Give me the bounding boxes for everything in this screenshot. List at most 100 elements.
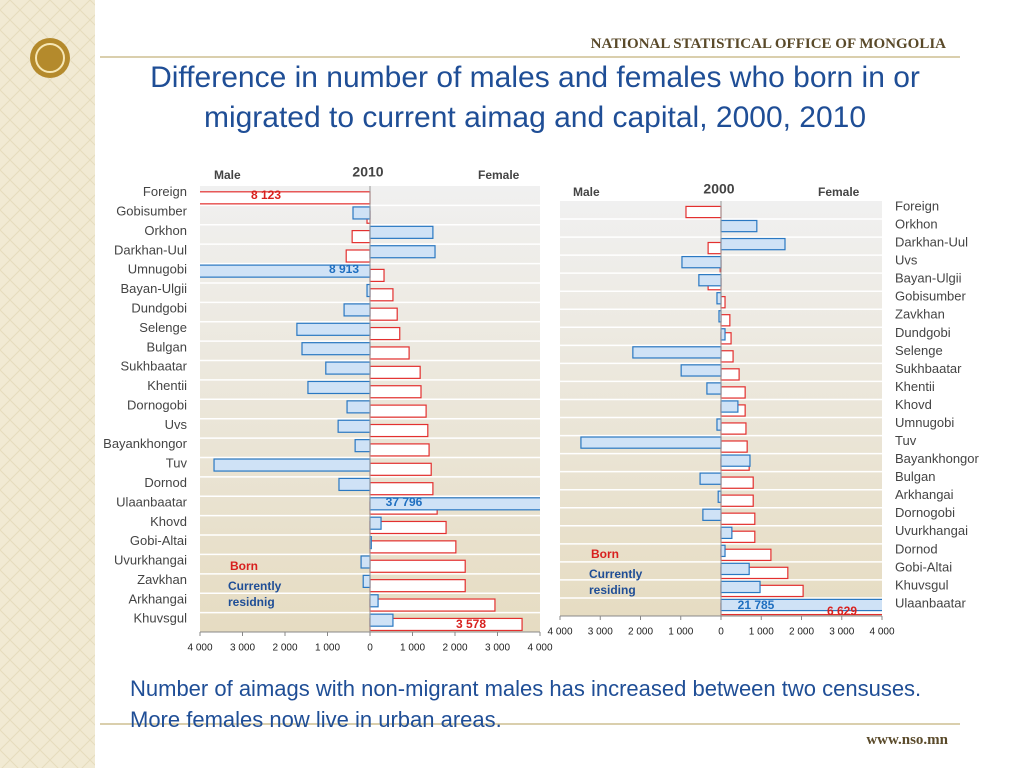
born-bar — [720, 314, 731, 327]
x-tick-label: 1 000 — [749, 627, 774, 638]
residing-bar — [338, 477, 371, 492]
born-bar — [720, 386, 746, 399]
legend-entry: Born — [230, 559, 258, 573]
born-bar — [369, 423, 429, 438]
category-label: Bulgan — [147, 339, 187, 354]
residing-bar — [716, 292, 722, 305]
x-tick-label: 3 000 — [230, 643, 255, 654]
legend-entry: Currently residing — [589, 567, 643, 597]
category-label: Khentii — [895, 379, 935, 394]
born-bar — [369, 307, 398, 321]
x-tick-label: 0 — [718, 627, 724, 638]
category-label: Khentii — [147, 378, 187, 393]
residing-bar — [369, 245, 436, 259]
category-label: Zavkhan — [137, 572, 187, 587]
data-label: 21 785 — [738, 598, 775, 612]
category-label: Dornod — [895, 541, 938, 556]
born-bar — [345, 249, 371, 263]
x-tick-label: 4 000 — [547, 627, 572, 638]
residing-bar — [360, 555, 371, 569]
born-bar — [351, 230, 371, 244]
x-tick-label: 0 — [367, 643, 373, 654]
residing-bar — [716, 418, 722, 431]
residing-bar — [307, 380, 371, 395]
category-label: Bulgan — [895, 469, 935, 484]
residing-bar — [369, 225, 434, 239]
residing-bar — [301, 342, 371, 356]
category-label: Dornogobi — [127, 397, 187, 412]
bars — [200, 191, 540, 632]
born-bar — [720, 476, 754, 489]
x-tick-label: 3 000 — [485, 643, 510, 654]
residing-bar — [720, 328, 726, 341]
born-bar — [369, 346, 410, 360]
category-label: Tuv — [895, 433, 917, 448]
category-label: Foreign — [895, 198, 939, 213]
residing-bar — [720, 454, 751, 467]
born-bar — [369, 559, 466, 573]
residing-bar — [720, 526, 733, 540]
born-bar — [369, 443, 430, 457]
born-bar — [369, 540, 457, 554]
data-label: 8 913 — [329, 262, 359, 276]
residing-bar — [362, 574, 371, 588]
bars — [580, 205, 882, 616]
x-tick-label: 3 000 — [829, 627, 854, 638]
category-label: Dundgobi — [131, 300, 187, 315]
organization: NATIONAL STATISTICAL OFFICE OF MONGOLIA — [590, 36, 946, 52]
residing-bar — [354, 439, 371, 453]
data-label: 8 123 — [251, 188, 281, 202]
residing-bar — [580, 436, 722, 449]
legend-entry: Currently residnig — [228, 579, 282, 609]
born-bar — [369, 326, 401, 341]
residing-bar — [720, 580, 761, 594]
x-tick-label: 1 000 — [400, 643, 425, 654]
category-label: Bayan-Ulgii — [121, 281, 188, 296]
born-bar — [720, 422, 747, 435]
chart-title: 2000 — [703, 181, 734, 197]
born-bar — [369, 385, 422, 399]
category-label: Uvurkhangai — [895, 523, 968, 538]
data-label: 37 796 — [386, 495, 423, 509]
category-label: Sukhbaatar — [121, 359, 188, 374]
left-label: Male — [573, 185, 600, 199]
chart-title: 2010 — [352, 164, 383, 180]
residing-bar — [213, 458, 371, 472]
residing-bar — [296, 322, 371, 336]
residing-bar — [369, 594, 379, 608]
logo-ring — [35, 43, 65, 73]
residing-bar — [720, 544, 726, 558]
born-bar — [720, 548, 772, 562]
residing-bar — [720, 562, 750, 576]
born-bar — [720, 368, 740, 381]
category-label: Arkhangai — [895, 487, 954, 502]
category-label: Bayan-Ulgii — [895, 271, 962, 286]
category-label: Selenge — [139, 320, 187, 335]
x-tick-label: 3 000 — [588, 627, 613, 638]
category-label: Bayankhongor — [895, 451, 980, 466]
category-label: Khovd — [150, 514, 187, 529]
category-label: Arkhangai — [128, 591, 187, 606]
category-label: Bayankhongor — [103, 436, 188, 451]
born-bar — [720, 494, 754, 507]
residing-bar — [369, 613, 394, 627]
category-label: Tuv — [166, 456, 188, 471]
residing-bar — [337, 419, 371, 433]
category-label: Dornod — [144, 475, 187, 490]
footnote: Number of aimags with non-migrant males … — [130, 676, 922, 732]
x-tick-label: 2 000 — [272, 643, 297, 654]
left-label: Male — [214, 168, 241, 182]
residing-bar — [720, 237, 786, 251]
born-bar — [685, 205, 722, 219]
x-tick-label: 2 000 — [789, 627, 814, 638]
born-bar — [720, 350, 734, 363]
born-bar — [720, 512, 756, 525]
born-bar — [720, 296, 726, 309]
category-label: Khovd — [895, 397, 932, 412]
born-bar — [720, 440, 748, 453]
category-label: Sukhbaatar — [895, 361, 962, 376]
residing-bar — [698, 274, 722, 287]
category-label: Khuvsgul — [895, 577, 949, 592]
residing-bar — [720, 219, 758, 233]
